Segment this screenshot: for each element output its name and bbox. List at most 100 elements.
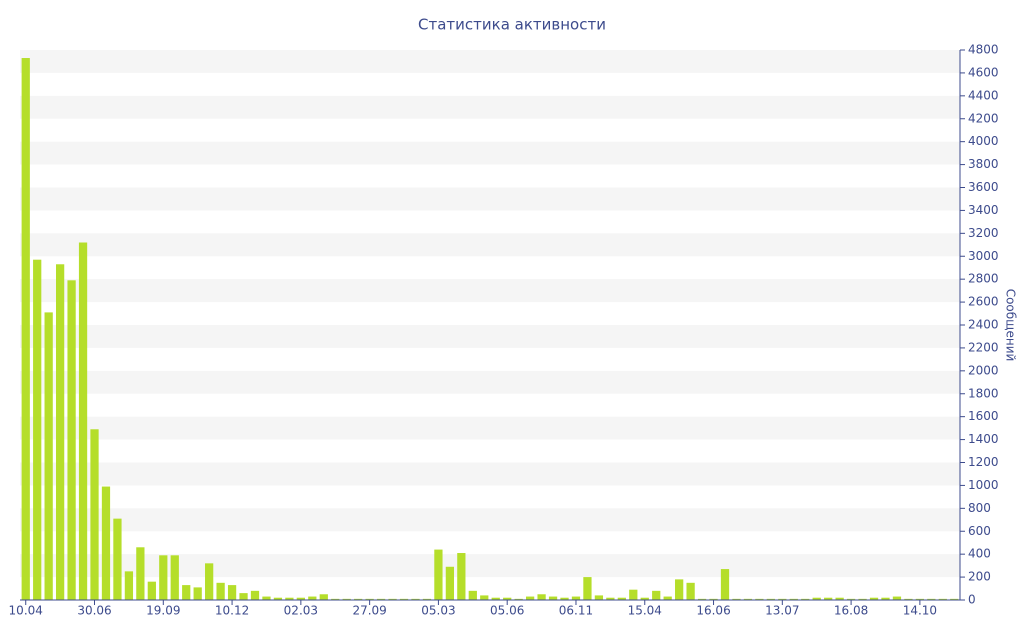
bar	[55, 264, 65, 600]
x-tick-label: 10.12	[215, 604, 249, 618]
bar	[21, 58, 30, 601]
bar	[388, 598, 397, 600]
bar	[514, 598, 523, 600]
y-tick-label: 1800	[968, 386, 999, 400]
bar	[812, 597, 821, 600]
bar	[686, 582, 695, 600]
x-tick-label: 19.09	[146, 604, 180, 618]
y-tick-label: 600	[968, 524, 991, 538]
bar	[571, 596, 581, 600]
bar	[766, 598, 775, 600]
bar	[835, 597, 844, 600]
bar	[227, 585, 237, 600]
bar	[548, 596, 558, 600]
bar	[846, 598, 856, 600]
bar	[250, 590, 260, 600]
bar	[285, 597, 294, 600]
y-tick-label: 800	[968, 501, 991, 515]
x-tick-label: 13.07	[765, 604, 799, 618]
bar	[273, 597, 283, 600]
bar	[399, 598, 409, 600]
bar	[445, 566, 455, 600]
bar	[411, 598, 420, 600]
y-tick-label: 2000	[968, 363, 999, 377]
x-tick-label: 06.11	[559, 604, 593, 618]
x-tick-label: 16.06	[696, 604, 730, 618]
bar	[239, 593, 248, 600]
bar	[434, 549, 443, 600]
y-tick-label: 1600	[968, 409, 999, 423]
x-tick-label: 05.06	[490, 604, 524, 618]
bar	[755, 598, 764, 600]
y-tick-label: 3200	[968, 226, 999, 240]
y-tick-label: 200	[968, 570, 991, 584]
y-tick-label: 400	[968, 547, 991, 561]
y-tick-label: 4200	[968, 111, 999, 125]
grid-band	[20, 370, 960, 394]
bar	[789, 598, 798, 600]
bar	[915, 598, 925, 600]
bar	[927, 598, 936, 600]
bar	[778, 598, 787, 600]
bar	[594, 595, 604, 600]
bar	[525, 596, 535, 600]
bar	[606, 597, 615, 600]
grid-band	[20, 187, 960, 211]
bar	[44, 312, 53, 600]
bar	[663, 596, 672, 600]
bar	[743, 598, 753, 600]
y-tick-label: 4600	[968, 65, 999, 79]
bar	[308, 596, 317, 600]
bar	[560, 597, 569, 600]
bar	[652, 590, 661, 600]
bar	[697, 598, 707, 600]
bar	[193, 587, 202, 600]
bar	[709, 598, 718, 600]
bar	[78, 242, 88, 600]
bar	[296, 597, 305, 600]
bar	[159, 555, 168, 600]
y-tick-label: 2200	[968, 340, 999, 354]
y-tick-label: 1400	[968, 432, 999, 446]
bar	[113, 518, 122, 600]
bar	[468, 590, 477, 600]
bar	[881, 597, 890, 600]
y-tick-label: 3800	[968, 157, 999, 171]
bar	[422, 598, 432, 600]
bar	[354, 598, 363, 600]
bar	[675, 579, 684, 600]
bar	[503, 597, 512, 600]
bar	[331, 598, 340, 600]
y-tick-label: 4400	[968, 88, 999, 102]
y-tick-label: 2600	[968, 295, 999, 309]
y-tick-label: 1200	[968, 455, 999, 469]
y-tick-label: 2400	[968, 318, 999, 332]
grid-band	[20, 462, 960, 486]
x-tick-label: 15.04	[628, 604, 662, 618]
y-axis-label: Сообщений	[1004, 289, 1018, 362]
x-tick-label: 14.10	[903, 604, 937, 618]
bar	[480, 595, 489, 600]
bar	[824, 597, 833, 600]
bar	[491, 597, 500, 600]
bar	[892, 596, 902, 600]
bar	[869, 597, 879, 600]
chart-title: Статистика активности	[418, 16, 606, 34]
bar	[147, 581, 156, 600]
bar	[720, 569, 730, 600]
bar	[67, 280, 76, 600]
y-tick-label: 3000	[968, 249, 999, 263]
bar	[457, 553, 466, 600]
bar	[365, 598, 374, 600]
bar	[342, 598, 351, 600]
y-tick-label: 4800	[968, 43, 999, 57]
bar	[33, 259, 42, 600]
y-tick-label: 1000	[968, 478, 999, 492]
bar	[262, 596, 271, 600]
y-tick-label: 0	[968, 593, 976, 607]
grid-band	[20, 325, 960, 348]
x-tick-label: 05.03	[421, 604, 455, 618]
bar	[101, 486, 111, 600]
bar	[938, 598, 947, 600]
